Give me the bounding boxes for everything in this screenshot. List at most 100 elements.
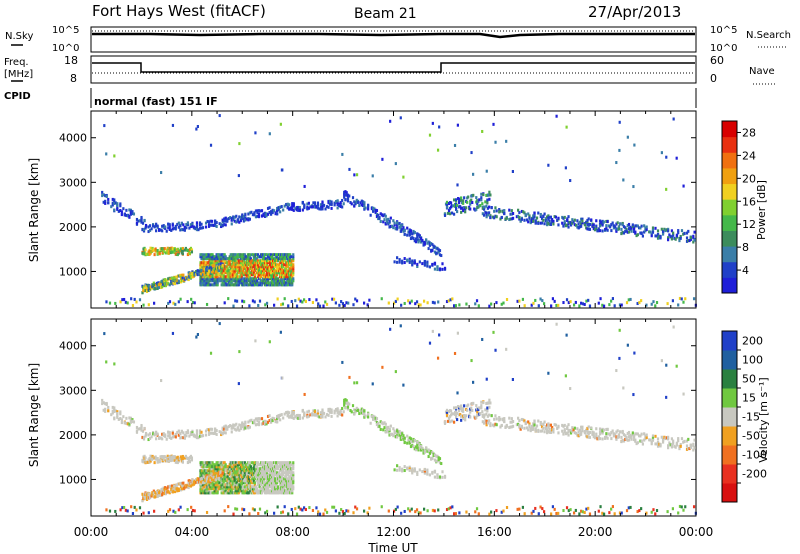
- power-cell: [189, 225, 193, 229]
- power-cell: [104, 194, 107, 198]
- velocity-cell: [262, 479, 266, 483]
- power-cell: [425, 238, 428, 242]
- velocity-cell: [430, 450, 433, 454]
- velocity-cell: [313, 410, 317, 414]
- power-cell: [495, 215, 498, 219]
- velocity-cell: [274, 420, 277, 424]
- power-cell: [212, 267, 215, 271]
- power-cell: [485, 215, 488, 219]
- power-cell: [237, 259, 240, 263]
- power-cell: [396, 227, 399, 231]
- power-cell: [141, 221, 145, 225]
- power-cell: [431, 121, 434, 125]
- power-cell: [389, 216, 392, 220]
- power-cell: [498, 208, 501, 212]
- velocity-cell: [446, 419, 450, 423]
- power-cell: [191, 223, 194, 227]
- velocity-cell: [554, 423, 558, 427]
- power-cell: [511, 212, 515, 216]
- power-cell: [128, 208, 131, 212]
- power-cell: [414, 240, 418, 244]
- power-cell: [627, 230, 631, 234]
- power-cell: [285, 265, 288, 269]
- power-cell: [248, 273, 252, 277]
- velocity-cell: [291, 412, 294, 416]
- velocity-cell: [268, 414, 271, 418]
- power-cell: [119, 202, 122, 206]
- power-cell: [486, 198, 489, 202]
- power-cell: [674, 237, 677, 241]
- velocity-cell: [248, 475, 252, 479]
- power-cell: [630, 229, 633, 233]
- velocity-cell: [596, 437, 599, 441]
- power-cell: [382, 220, 385, 224]
- power-cell: [266, 269, 270, 273]
- velocity-cell: [247, 491, 250, 495]
- power-cell: [375, 209, 379, 213]
- power-cell: [150, 227, 153, 231]
- velocity-cell: [212, 485, 215, 489]
- power-cell: [265, 212, 268, 216]
- power-cell: [452, 198, 456, 202]
- power-cell: [487, 193, 490, 197]
- velocity-cell: [464, 418, 467, 422]
- power-cell: [288, 203, 291, 207]
- power-cell: [578, 225, 581, 229]
- velocity-cell: [396, 464, 399, 468]
- power-cell: [583, 302, 586, 306]
- power-cell: [610, 223, 613, 227]
- power-cell: [608, 303, 611, 307]
- power-cell: [481, 129, 484, 133]
- velocity-cell: [237, 491, 240, 495]
- power-cell: [285, 267, 288, 271]
- power-cell: [266, 206, 270, 210]
- velocity-cell: [427, 448, 430, 452]
- power-cell: [412, 231, 415, 235]
- power-cell: [484, 210, 487, 214]
- velocity-cell: [539, 423, 542, 427]
- power-cell: [163, 284, 166, 288]
- power-cell: [656, 229, 660, 233]
- velocity-cell: [215, 429, 218, 433]
- power-cell: [267, 255, 271, 259]
- velocity-cell: [419, 444, 423, 448]
- power-cell: [191, 300, 195, 304]
- power-cell: [126, 214, 129, 218]
- velocity-cell: [173, 456, 176, 460]
- power-cell: [453, 143, 457, 147]
- power-cell: [654, 304, 657, 308]
- velocity-cell: [601, 437, 604, 441]
- power-cell: [481, 212, 484, 216]
- power-cell: [375, 215, 379, 219]
- velocity-cell: [238, 428, 241, 432]
- power-cell: [542, 218, 545, 222]
- power-cell: [161, 279, 164, 283]
- power-cell: [234, 257, 237, 261]
- velocity-cell: [236, 463, 239, 467]
- velocity-cell: [345, 401, 348, 405]
- velocity-cell: [241, 487, 244, 491]
- power-cell: [679, 234, 682, 238]
- velocity-cell: [116, 415, 119, 419]
- velocity-cell: [344, 401, 347, 405]
- velocity-cell: [316, 411, 320, 415]
- velocity-cell: [292, 410, 295, 414]
- power-cell: [316, 206, 320, 210]
- velocity-cell: [407, 438, 410, 442]
- velocity-cell: [603, 435, 607, 439]
- power-cell: [220, 225, 223, 229]
- power-cell: [280, 261, 283, 265]
- power-cell: [291, 281, 294, 285]
- power-cell: [635, 224, 638, 228]
- power-cell: [201, 226, 205, 230]
- velocity-cell: [518, 423, 521, 427]
- power-cell: [569, 223, 573, 227]
- power-cell: [238, 277, 241, 281]
- power-cell: [412, 237, 415, 241]
- velocity-cell: [569, 431, 573, 435]
- power-cell: [585, 220, 588, 224]
- velocity-cell: [566, 431, 569, 435]
- power-cell: [648, 230, 651, 234]
- power-cell: [437, 250, 440, 254]
- velocity-cell: [150, 435, 153, 439]
